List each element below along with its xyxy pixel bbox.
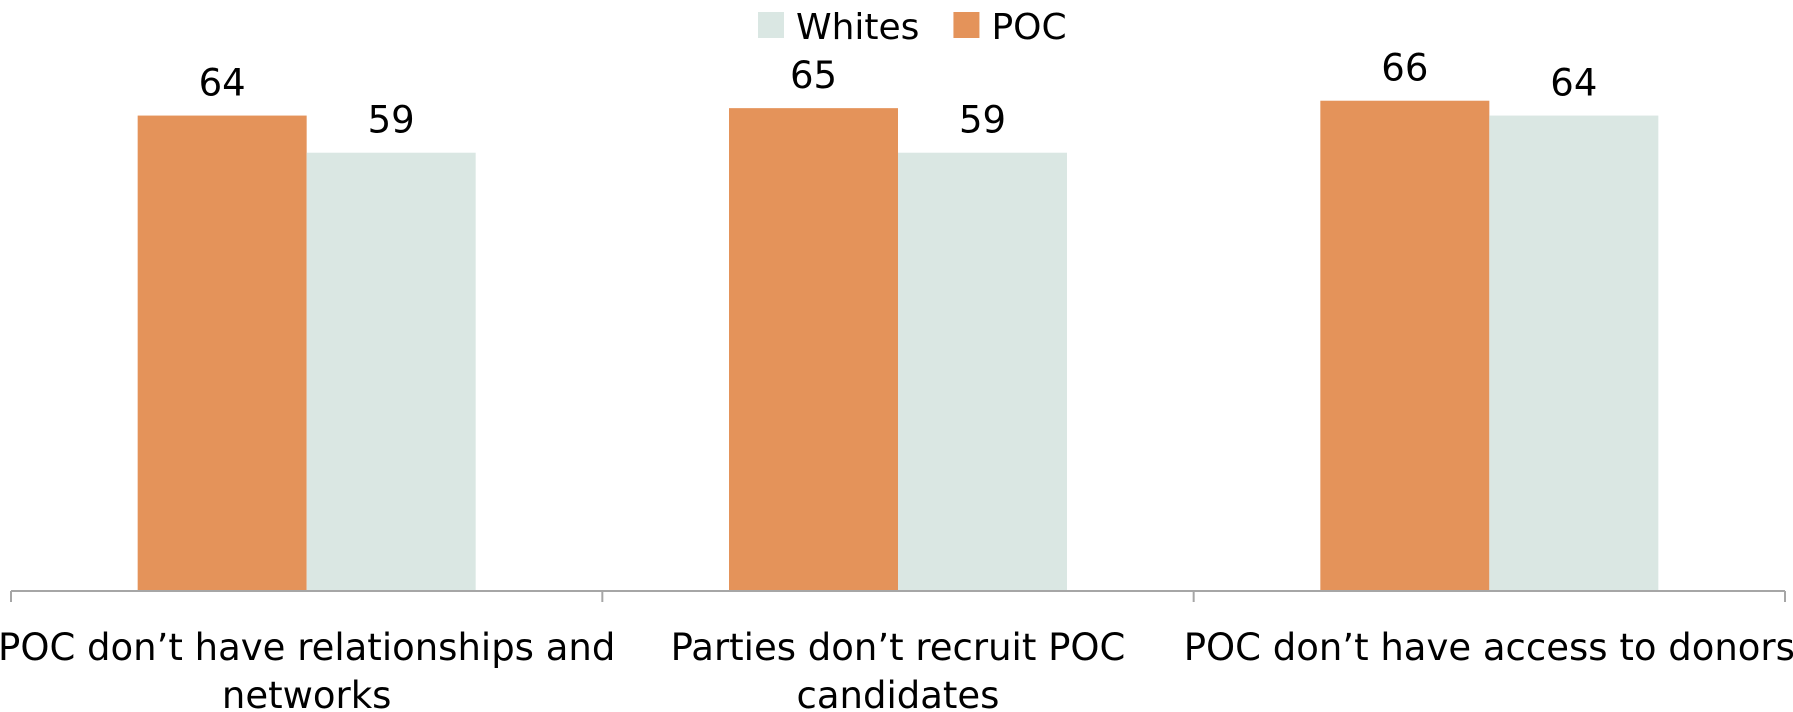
bars-group: 64 59 65 59 66 64 [137, 47, 1659, 592]
data-label-whites-3: 64 [1550, 62, 1597, 105]
data-label-poc-1: 64 [199, 62, 246, 105]
bar-poc-2 [729, 108, 898, 592]
category-label-1-line-1: POC don’t have relationships and [0, 626, 615, 669]
x-axis [10, 590, 1786, 602]
category-label-2-line-2: candidates [797, 674, 1000, 712]
bar-whites-2 [898, 152, 1067, 591]
data-label-whites-1: 59 [368, 99, 415, 142]
bar-poc-1 [137, 115, 307, 592]
data-label-poc-3: 66 [1381, 47, 1428, 90]
category-label-1-line-2: networks [222, 674, 392, 712]
legend-swatch-whites [758, 12, 784, 38]
bar-whites-1 [306, 152, 476, 591]
bar-poc-3 [1320, 100, 1490, 591]
bar-whites-3 [1489, 115, 1659, 592]
legend-swatch-poc [953, 12, 980, 38]
legend: Whites POC [758, 7, 1067, 48]
category-label-3: POC don’t have access to donors [1184, 626, 1793, 669]
legend-label-whites: Whites [796, 7, 919, 48]
category-labels: POC don’t have relationships and networks… [0, 626, 1793, 712]
legend-label-poc: POC [991, 7, 1066, 48]
data-label-whites-2: 59 [959, 99, 1006, 142]
category-label-2-line-1: Parties don’t recruit POC [671, 626, 1126, 669]
data-label-poc-2: 65 [790, 54, 837, 97]
